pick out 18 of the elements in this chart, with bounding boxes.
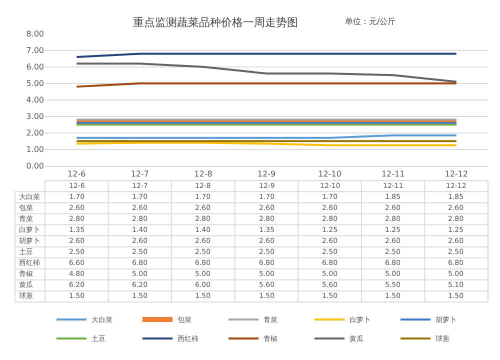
y-tick-label: 3.00 (26, 112, 44, 122)
x-tick-label: 12-11 (381, 169, 405, 178)
x-tick-label: 12-12 (444, 169, 468, 178)
chart-title: 重点监测蔬菜品种价格一周走势图 (133, 16, 298, 29)
y-tick-label: 5.00 (26, 79, 44, 88)
x-tick-label: 12-10 (318, 169, 342, 178)
y-tick-label: 7.00 (26, 46, 44, 56)
chart-subtitle: 单位：元/公斤 (345, 17, 396, 26)
x-tick-label: 12-9 (257, 169, 276, 178)
x-tick-label: 12-7 (130, 169, 150, 178)
y-tick-label: 8.00 (26, 30, 44, 39)
y-tick-label: 6.00 (26, 62, 44, 72)
y-tick-label: 1.00 (26, 145, 44, 154)
x-tick-label: 12-8 (194, 169, 212, 178)
y-tick-label: 2.00 (26, 128, 44, 138)
y-tick-label: 0.00 (26, 162, 44, 171)
y-tick-label: 4.00 (26, 96, 44, 105)
x-tick-label: 12-6 (68, 169, 86, 178)
